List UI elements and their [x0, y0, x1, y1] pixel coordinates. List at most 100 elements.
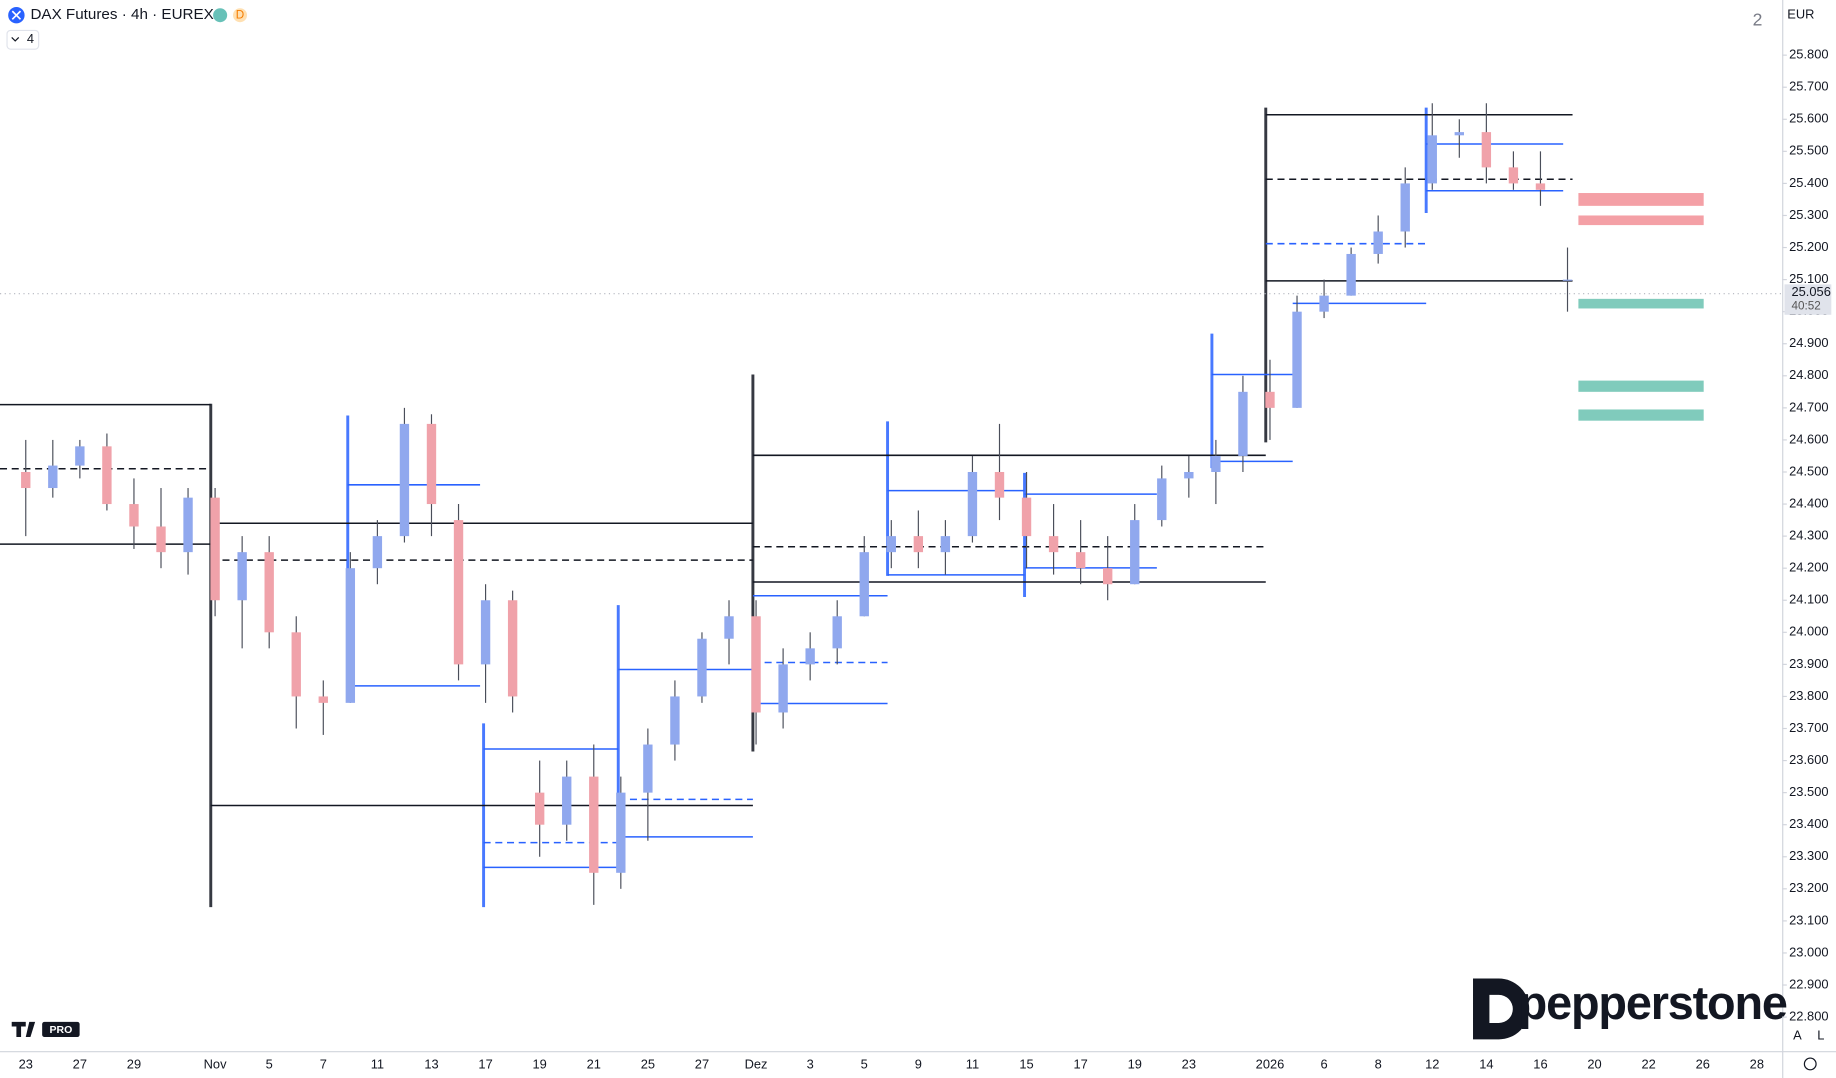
candle-body	[1562, 279, 1573, 281]
y-tick-label: 24.000	[1789, 624, 1828, 639]
candle-body	[102, 446, 112, 505]
brand-logo	[1473, 978, 1530, 1040]
candle-body	[426, 423, 437, 505]
y-tick-label: 25.800	[1789, 47, 1828, 62]
y-tick-label: 23.800	[1789, 688, 1828, 703]
indicator-toggle[interactable]	[6, 29, 40, 50]
candle-body	[534, 792, 545, 825]
price-zone	[1578, 409, 1704, 421]
x-tick-label: 7	[320, 1057, 327, 1072]
x-tick-label: 13	[424, 1057, 438, 1072]
candle-body	[1184, 471, 1194, 479]
x-tick-label: 21	[587, 1057, 601, 1072]
candle-body	[1130, 520, 1140, 585]
price-zone	[1578, 380, 1704, 392]
tv-pro: PRO	[49, 1024, 72, 1036]
candle-body	[210, 497, 220, 601]
x-tick-label: 5	[266, 1057, 273, 1072]
x-tick-label: Nov	[204, 1057, 227, 1072]
x-tick-label: 19	[1128, 1057, 1142, 1072]
y-tick-label: 24.200	[1789, 560, 1828, 575]
candle-body	[697, 638, 707, 697]
candle-body	[345, 568, 356, 703]
candle-body	[1319, 295, 1329, 312]
y-tick-label: 25.500	[1789, 143, 1828, 158]
y-tick-label: 24.400	[1789, 495, 1828, 510]
x-tick-label: 17	[478, 1057, 492, 1072]
y-tick-label: 25.300	[1789, 207, 1828, 222]
x-tick-label: 9	[915, 1057, 922, 1072]
x-tick-label: 16	[1533, 1057, 1547, 1072]
candle-body	[1157, 478, 1167, 521]
scale-button[interactable]: L	[1817, 1027, 1824, 1042]
y-tick-label: 23.600	[1789, 752, 1828, 767]
layout-count: 2	[1753, 10, 1763, 30]
x-tick-label: 11	[371, 1057, 384, 1072]
symbol-icon-glyph	[11, 10, 22, 20]
y-tick-label: 25.600	[1789, 111, 1828, 126]
x-tick-label: 8	[1375, 1057, 1382, 1072]
candle-body	[1075, 552, 1086, 569]
y-tick-label: 24.700	[1789, 399, 1828, 414]
candle-body	[1292, 311, 1302, 408]
candle-body	[1454, 132, 1464, 136]
candle-body	[1535, 183, 1546, 190]
y-tick-label: 24.500	[1789, 463, 1828, 478]
candle-body	[1427, 135, 1437, 184]
tv-logo	[11, 1021, 36, 1038]
candle-body	[21, 471, 31, 489]
x-tick-label: 5	[861, 1057, 868, 1072]
candle-body	[1265, 391, 1275, 408]
candle-body	[778, 664, 788, 713]
candle-body	[1048, 536, 1059, 553]
candle-body	[643, 744, 653, 793]
y-tick-label: 23.000	[1789, 944, 1828, 959]
plot-area: 22.800 22.900 23.000 23.100 23.200 23.300 23.4…	[0, 47, 1829, 1072]
candle-body	[372, 536, 383, 569]
last-price-label: 25.056	[1792, 284, 1831, 299]
x-tick-label: 23	[19, 1057, 33, 1072]
y-tick-label: 24.900	[1789, 335, 1828, 350]
price-zone	[1578, 193, 1704, 206]
x-tick-label: 22	[1641, 1057, 1655, 1072]
countdown: 40:52	[1792, 300, 1821, 313]
y-tick-label: 23.200	[1789, 880, 1828, 895]
candle-body	[1238, 391, 1248, 456]
candle-body	[805, 648, 815, 665]
x-tick-label: 15	[1019, 1057, 1033, 1072]
candle-body	[967, 471, 978, 537]
candle-body	[1103, 568, 1113, 585]
candle-body	[1481, 132, 1492, 168]
x-tick-label: 26	[1696, 1057, 1710, 1072]
x-tick-label: 12	[1425, 1057, 1439, 1072]
candle-body	[507, 600, 518, 697]
candle-body	[453, 520, 464, 665]
tv-pro-bg	[42, 1021, 80, 1038]
y-tick-label: 23.900	[1789, 656, 1828, 671]
candle-body	[1346, 253, 1356, 296]
y-tick-label: 23.400	[1789, 816, 1828, 831]
settings-icon[interactable]	[1803, 1057, 1817, 1071]
y-tick-label: 24.100	[1789, 592, 1828, 607]
candle-body	[1400, 183, 1410, 232]
candle-body	[751, 616, 761, 713]
y-tick-label: 25.700	[1789, 79, 1828, 94]
indicator-count[interactable]: 4	[27, 31, 34, 46]
y-tick-label: 24.600	[1789, 431, 1828, 446]
x-tick-label: 2026	[1256, 1057, 1285, 1072]
scale-button[interactable]: A	[1793, 1027, 1802, 1042]
candle-body	[156, 526, 166, 553]
chart-title[interactable]: DAX Futures · 4h · EUREX	[30, 6, 213, 23]
candle-body	[589, 776, 599, 873]
candle-body	[913, 536, 924, 553]
currency[interactable]: EUR	[1787, 7, 1814, 22]
x-tick-label: 6	[1320, 1057, 1327, 1072]
x-tick-label: 3	[807, 1057, 814, 1072]
last-price-box	[1784, 284, 1832, 315]
brand-name: pepperstone	[1519, 977, 1787, 1029]
candle-body	[1373, 231, 1383, 254]
price-zone	[1578, 215, 1704, 226]
candle-body	[480, 600, 491, 665]
